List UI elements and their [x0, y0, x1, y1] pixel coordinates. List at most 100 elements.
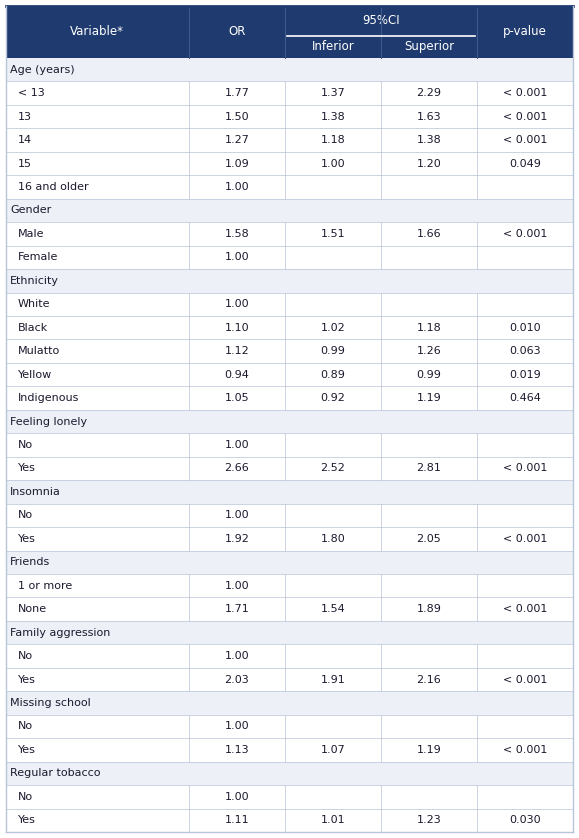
Text: 1.89: 1.89 [416, 604, 441, 614]
Text: < 0.001: < 0.001 [503, 135, 547, 145]
Bar [6, 152, 573, 175]
Text: p-value: p-value [503, 25, 547, 39]
Text: Yes: Yes [18, 675, 36, 685]
Text: 0.030: 0.030 [509, 815, 541, 825]
Text: 2.66: 2.66 [225, 463, 249, 473]
Text: Indigenous: Indigenous [18, 393, 79, 403]
Text: 1.80: 1.80 [321, 534, 345, 544]
Text: Feeling lonely: Feeling lonely [10, 416, 87, 427]
Text: 1.63: 1.63 [417, 111, 441, 122]
Text: 95%CI: 95%CI [362, 14, 400, 28]
Bar [6, 504, 573, 527]
Text: 1.50: 1.50 [225, 111, 249, 122]
Text: < 0.001: < 0.001 [503, 229, 547, 239]
Text: 1.13: 1.13 [225, 745, 249, 755]
Bar [6, 316, 573, 339]
Text: 13: 13 [18, 111, 32, 122]
Text: 1.09: 1.09 [225, 158, 249, 168]
Text: 1.11: 1.11 [225, 815, 249, 825]
Text: No: No [18, 651, 33, 661]
Text: 2.03: 2.03 [225, 675, 249, 685]
Text: 1 or more: 1 or more [18, 581, 72, 591]
Text: 1.18: 1.18 [416, 323, 441, 333]
Text: 0.99: 0.99 [416, 370, 441, 380]
Text: 1.37: 1.37 [321, 88, 345, 98]
Text: 1.19: 1.19 [416, 745, 441, 755]
Text: 1.26: 1.26 [416, 346, 441, 356]
Text: Male: Male [18, 229, 45, 239]
Text: 2.29: 2.29 [416, 88, 441, 98]
Text: 14: 14 [18, 135, 32, 145]
Text: < 13: < 13 [18, 88, 45, 98]
Text: < 0.001: < 0.001 [503, 88, 547, 98]
Bar [6, 809, 573, 832]
Text: Yes: Yes [18, 815, 36, 825]
Text: 0.464: 0.464 [509, 393, 541, 403]
Text: Age (years): Age (years) [10, 65, 75, 75]
Text: Insomnia: Insomnia [10, 487, 61, 497]
Text: Regular tobacco: Regular tobacco [10, 768, 101, 779]
Bar [6, 691, 573, 715]
Bar [6, 222, 573, 246]
Text: Missing school: Missing school [10, 698, 91, 708]
Bar [6, 246, 573, 269]
Text: Yes: Yes [18, 534, 36, 544]
Text: Family aggression: Family aggression [10, 628, 111, 638]
Bar [6, 386, 573, 410]
Bar [6, 785, 573, 809]
Text: 0.063: 0.063 [509, 346, 541, 356]
Text: 1.00: 1.00 [225, 440, 249, 450]
Text: White: White [18, 299, 50, 309]
Text: Variable*: Variable* [71, 25, 124, 39]
Bar [6, 644, 573, 668]
Bar [6, 339, 573, 363]
Text: Inferior: Inferior [312, 40, 354, 54]
Text: 1.51: 1.51 [321, 229, 345, 239]
Bar [6, 551, 573, 574]
Text: 0.010: 0.010 [509, 323, 541, 333]
Bar [6, 58, 573, 81]
Text: < 0.001: < 0.001 [503, 463, 547, 473]
Bar [6, 292, 573, 316]
Text: Black: Black [18, 323, 48, 333]
Text: 1.00: 1.00 [321, 158, 345, 168]
Text: 1.66: 1.66 [417, 229, 441, 239]
Text: 1.00: 1.00 [225, 182, 249, 192]
Bar [6, 597, 573, 621]
Text: 0.99: 0.99 [320, 346, 345, 356]
Text: < 0.001: < 0.001 [503, 604, 547, 614]
Text: 1.00: 1.00 [225, 651, 249, 661]
Text: Yes: Yes [18, 745, 36, 755]
Text: 16 and older: 16 and older [18, 182, 89, 192]
Bar [6, 480, 573, 504]
Bar [6, 738, 573, 762]
Text: 2.81: 2.81 [416, 463, 441, 473]
Text: 1.00: 1.00 [225, 252, 249, 262]
Bar [6, 199, 573, 222]
Text: 1.27: 1.27 [225, 135, 250, 145]
Bar [6, 128, 573, 152]
Text: Yellow: Yellow [18, 370, 52, 380]
Text: 1.00: 1.00 [225, 581, 249, 591]
Text: 1.58: 1.58 [225, 229, 249, 239]
Text: 0.019: 0.019 [509, 370, 541, 380]
Text: None: None [18, 604, 47, 614]
Bar [6, 81, 573, 105]
Text: OR: OR [228, 25, 245, 39]
Bar [6, 175, 573, 199]
Text: Ethnicity: Ethnicity [10, 276, 59, 286]
Text: No: No [18, 440, 33, 450]
Text: 1.00: 1.00 [225, 510, 249, 520]
Text: 1.12: 1.12 [225, 346, 249, 356]
Text: 15: 15 [18, 158, 32, 168]
Text: 1.91: 1.91 [321, 675, 345, 685]
Text: 1.92: 1.92 [225, 534, 250, 544]
Bar [6, 410, 573, 433]
Text: 0.049: 0.049 [509, 158, 541, 168]
Text: < 0.001: < 0.001 [503, 111, 547, 122]
Bar [6, 527, 573, 551]
Text: 1.19: 1.19 [416, 393, 441, 403]
Text: No: No [18, 722, 33, 732]
Bar [6, 715, 573, 738]
Text: 0.89: 0.89 [320, 370, 345, 380]
